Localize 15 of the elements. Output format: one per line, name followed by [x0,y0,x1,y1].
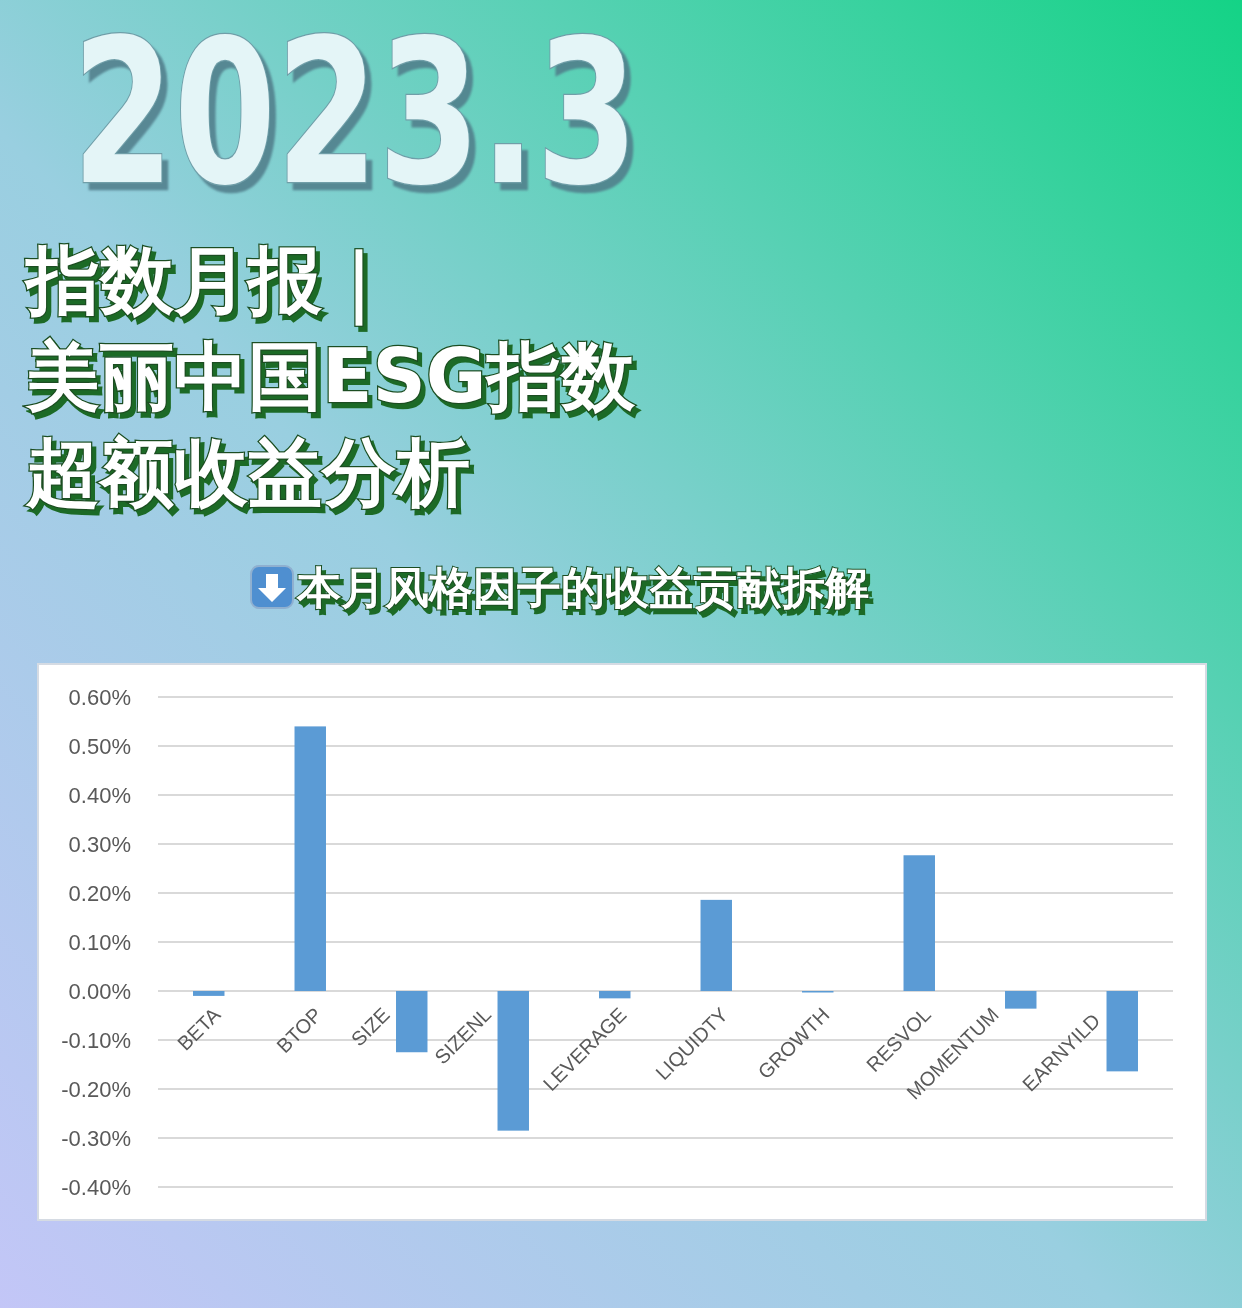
y-tick-label: -0.40% [61,1174,131,1200]
y-tick-label: 0.10% [68,929,131,955]
y-tick-label: 0.20% [68,880,131,906]
y-tick-label: 0.60% [68,684,131,710]
y-tick-label: 0.30% [68,831,131,857]
y-tick-label: -0.10% [61,1027,131,1053]
subtitle: 本月风格因子的收益贡献拆解 [297,562,869,613]
title: 美丽中国ESG指数 [26,333,635,419]
annotation: 2023.3 [72,0,844,229]
y-tick-label: -0.30% [61,1125,131,1151]
y-tick-label: 0.40% [68,782,131,808]
y-tick-label: 0.50% [68,733,131,759]
y-tick-label: -0.20% [61,1076,131,1102]
y-tick-label: 0.00% [68,978,131,1004]
title: 超额收益分析 [26,429,470,515]
